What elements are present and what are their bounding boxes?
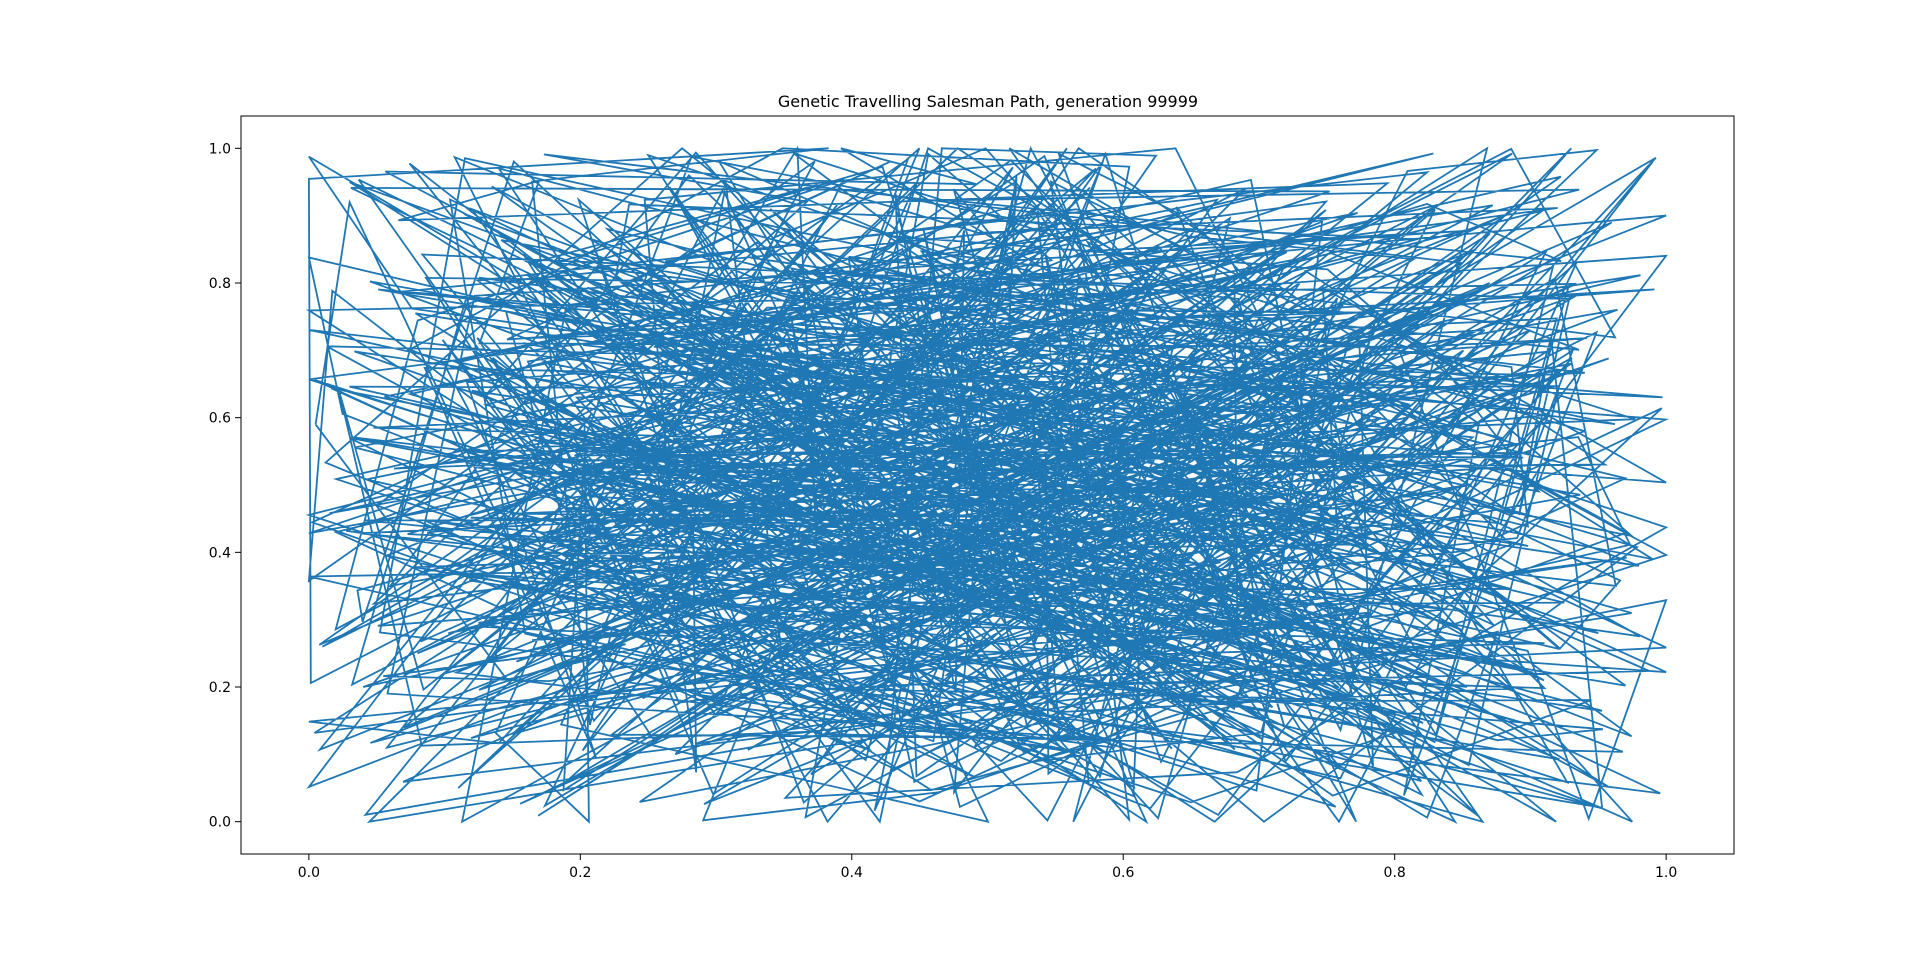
tsp-path-layer — [305, 145, 1670, 825]
x-tick-label: 0.8 — [1384, 865, 1406, 881]
x-tick-label: 0.6 — [1112, 865, 1134, 881]
y-tick-label: 1.0 — [209, 141, 231, 157]
x-axis: 0.0 0.2 0.4 0.6 0.8 1.0 — [298, 854, 1677, 881]
y-tick-label: 0.2 — [209, 680, 231, 696]
x-tick-label: 0.4 — [841, 865, 863, 881]
plot-area-frame — [240, 115, 1735, 855]
tsp-path-line — [305, 145, 1670, 825]
y-tick-label: 0.4 — [209, 545, 231, 561]
x-tick-label: 0.0 — [298, 865, 320, 881]
x-tick-label: 0.2 — [569, 865, 591, 881]
x-tick-label: 1.0 — [1655, 865, 1677, 881]
chart-title: Genetic Travelling Salesman Path, genera… — [778, 92, 1198, 111]
y-axis: 0.0 0.2 0.4 0.6 0.8 1.0 — [209, 141, 241, 831]
y-tick-label: 0.6 — [209, 411, 231, 427]
y-tick-label: 0.0 — [209, 815, 231, 831]
y-tick-label: 0.8 — [209, 276, 231, 292]
